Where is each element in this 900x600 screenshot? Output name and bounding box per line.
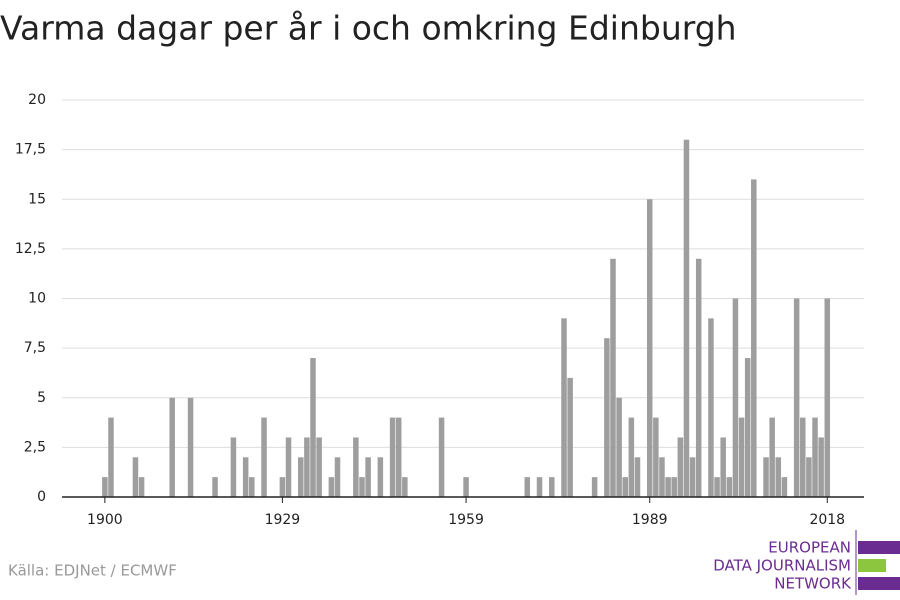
bar <box>677 437 684 497</box>
bar <box>744 358 751 497</box>
bar <box>793 298 800 497</box>
bar <box>732 298 739 497</box>
bar <box>769 417 775 497</box>
bar <box>249 477 255 497</box>
bar <box>187 397 194 497</box>
bar <box>818 437 824 497</box>
bar <box>316 437 322 497</box>
bar <box>334 457 341 497</box>
bar <box>524 477 531 497</box>
y-tick-label: 5 <box>37 390 46 406</box>
bar <box>695 258 702 497</box>
bar <box>800 417 806 497</box>
x-tick-label: 1959 <box>448 512 484 528</box>
logo-bar <box>858 559 886 572</box>
y-tick-label: 17,5 <box>15 142 46 158</box>
bar <box>279 477 286 497</box>
x-tick-label: 2018 <box>809 512 845 528</box>
chart-title: Varma dagar per år i och omkring Edinbur… <box>0 9 737 48</box>
bar <box>438 417 445 497</box>
bar <box>132 457 139 497</box>
logo-bar <box>858 577 900 590</box>
bar <box>646 199 653 497</box>
bar <box>536 477 543 497</box>
bar <box>102 477 108 497</box>
bar <box>591 477 598 497</box>
bar <box>665 477 671 497</box>
x-tick-label: 1989 <box>632 512 668 528</box>
bar <box>365 457 371 497</box>
bar <box>567 377 573 497</box>
bar <box>610 258 616 497</box>
x-tick-label: 1900 <box>87 512 123 528</box>
y-tick-label: 0 <box>37 489 46 505</box>
bar <box>402 477 408 497</box>
bar <box>285 437 292 497</box>
bar <box>671 477 677 497</box>
bar <box>212 477 218 497</box>
bar <box>751 179 757 497</box>
bar <box>653 417 659 497</box>
bar <box>389 417 396 497</box>
bar <box>781 477 788 497</box>
y-tick-label: 12,5 <box>15 241 46 257</box>
bar <box>377 457 384 497</box>
logo-text: DATA JOURNALISM <box>713 557 851 575</box>
bar <box>230 437 237 497</box>
bar <box>328 477 335 497</box>
bar <box>549 477 555 497</box>
bar <box>561 318 567 497</box>
bar <box>763 457 769 497</box>
bar <box>806 457 812 497</box>
bar <box>720 437 726 497</box>
logo-text: NETWORK <box>774 575 852 593</box>
logo-text: EUROPEAN <box>768 539 851 557</box>
bar <box>298 457 304 497</box>
bar <box>353 437 359 497</box>
bar <box>812 417 818 497</box>
bar <box>824 298 831 497</box>
source: Källa: EDJNet / ECMWF <box>8 562 177 580</box>
bar <box>634 457 641 497</box>
bar <box>604 338 610 497</box>
bar <box>689 457 696 497</box>
y-tick-label: 20 <box>28 92 46 108</box>
bar <box>628 417 635 497</box>
bar <box>359 477 365 497</box>
bar <box>708 318 714 497</box>
bar <box>108 417 114 497</box>
bar <box>261 417 267 497</box>
bar <box>714 477 720 497</box>
bar <box>738 417 745 497</box>
bar <box>463 477 469 497</box>
bar <box>169 397 175 497</box>
logo-bar <box>858 541 900 554</box>
bar <box>622 477 628 497</box>
bar <box>683 139 690 497</box>
y-tick-label: 2,5 <box>24 439 46 455</box>
bar <box>395 417 402 497</box>
x-tick-label: 1929 <box>265 512 301 528</box>
bar <box>775 457 782 497</box>
bar <box>304 437 310 497</box>
y-tick-label: 15 <box>28 191 46 207</box>
bar <box>659 457 665 497</box>
bar <box>310 358 316 497</box>
y-tick-label: 7,5 <box>24 340 46 356</box>
bar <box>616 397 622 497</box>
bar <box>726 477 733 497</box>
bar <box>242 457 249 497</box>
y-tick-label: 10 <box>28 291 46 307</box>
bar <box>138 477 145 497</box>
